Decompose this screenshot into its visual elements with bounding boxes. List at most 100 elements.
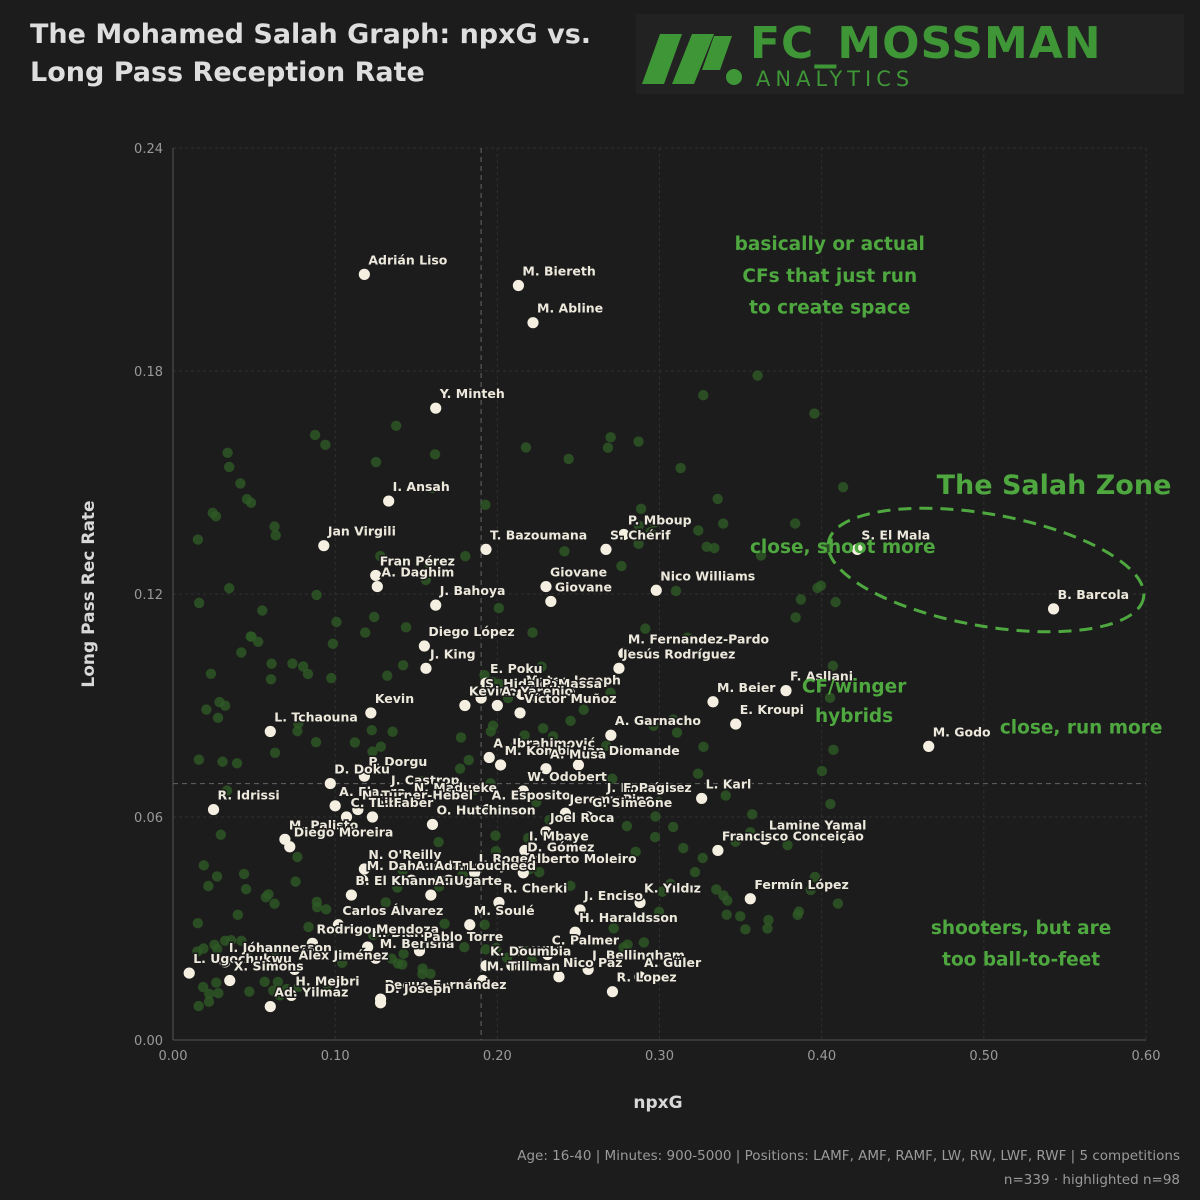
highlighted-point [491, 699, 503, 712]
point-label: Víctor Muñoz [524, 691, 617, 706]
background-point [215, 829, 227, 840]
x-tick-label: 0.10 [321, 1049, 350, 1064]
point-label: Jan Virgili [327, 524, 396, 539]
highlighted-point [618, 647, 630, 660]
background-point [537, 723, 549, 734]
background-point [214, 696, 225, 708]
background-point [242, 946, 253, 957]
point-label: Ad. Yilmaz [274, 985, 348, 1000]
background-point [270, 944, 281, 956]
background-point [259, 976, 270, 987]
point-label: K. Doumbia [490, 944, 571, 959]
y-tick-label: 0.00 [134, 1034, 163, 1049]
y-tick-label: 0.12 [134, 588, 163, 603]
point-label: K. Yıldız [644, 880, 701, 895]
salah-zone-ellipse [826, 506, 1146, 634]
background-point [224, 583, 235, 594]
point-label: Nico Williams [660, 568, 755, 583]
highlighted-point [219, 956, 231, 968]
highlighted-point [318, 540, 330, 552]
background-point [269, 898, 280, 909]
point-labels: Adrián Liso M. Biereth M. Abline Y. Minteh I… [192, 251, 1131, 1001]
background-point [193, 597, 205, 609]
point-label: Lamine Yamal [769, 817, 867, 832]
background-point [326, 672, 337, 684]
background-point [392, 958, 404, 969]
point-label: I. Ansah [393, 479, 450, 494]
highlighted-point [477, 974, 489, 987]
background-point [303, 921, 314, 933]
point-label: S. Hidalgo [485, 676, 557, 691]
point-label: Diego López [428, 624, 514, 639]
background-point [193, 1000, 204, 1012]
background-point [490, 830, 501, 841]
highlighted-point [425, 889, 437, 901]
chart-title: The Mohamed Salah Graph: npxG vs. Long P… [30, 16, 630, 92]
background-point [429, 449, 441, 460]
background-point [460, 551, 471, 562]
annotation-text: too ball-to-feet [942, 950, 1100, 971]
background-point [420, 574, 432, 586]
point-label: O. Hutchinson [436, 802, 535, 817]
point-label: C. Taibi [351, 795, 402, 810]
highlighted-point [352, 803, 364, 816]
background-point [211, 977, 222, 988]
point-label: Fermín López [754, 877, 849, 892]
highlighted-point [358, 268, 370, 280]
background-point [417, 963, 428, 974]
point-label: Francisco Conceição [722, 828, 864, 843]
point-label: Rodrigo Mendoza [316, 921, 439, 936]
background-point [387, 726, 398, 737]
background-point [519, 730, 530, 741]
point-label: M. Tillman [487, 959, 560, 974]
background-point [459, 942, 470, 953]
background-point [487, 720, 499, 731]
background-point [671, 727, 683, 738]
point-label: M. Beier [717, 680, 776, 695]
point-label: Adrián Liso [368, 252, 447, 267]
point-label: I. Mbaye [529, 828, 589, 843]
background-point [605, 432, 616, 443]
highlighted-point [482, 803, 494, 816]
highlighted-point [366, 811, 379, 823]
background-point [203, 996, 215, 1007]
highlighted-point [517, 785, 529, 797]
background-point [322, 979, 333, 990]
background-point [792, 909, 803, 921]
point-label: M. Soulé [474, 903, 535, 918]
point-label: A. Yarenjo [501, 684, 573, 699]
background-point [645, 526, 656, 538]
point-label: M. Palisto [289, 817, 359, 832]
y-tick-label: 0.06 [134, 811, 163, 826]
highlighted-point [559, 807, 572, 819]
background-point [375, 550, 386, 562]
background-point [678, 842, 689, 854]
point-label: N. O'Reilly [368, 847, 441, 862]
highlighted-point [405, 874, 417, 886]
background-point [602, 442, 614, 453]
background-point [543, 686, 555, 698]
point-label: Kevino Moreira [469, 684, 576, 699]
highlighted-point [744, 893, 756, 905]
highlighted-point [506, 960, 518, 972]
point-label: Joel Roca [549, 810, 614, 825]
background-point [692, 768, 704, 779]
background-point [276, 988, 287, 999]
background-point [633, 538, 644, 550]
background-point [397, 865, 408, 876]
highlighted-point [572, 759, 585, 771]
background-point [657, 886, 668, 897]
background-point [427, 482, 438, 494]
point-label: Mateo Joseph [526, 672, 621, 687]
background-point [221, 785, 233, 796]
point-label: R. Idrissi [218, 788, 280, 803]
background-point [443, 778, 454, 789]
background-point [270, 530, 281, 541]
background-point [534, 867, 545, 878]
highlighted-point [480, 543, 492, 556]
background-point [809, 408, 820, 419]
point-label: L. Ugochukwu [193, 951, 292, 966]
highlighted-point [420, 662, 432, 674]
highlighted-point [459, 699, 471, 712]
logo-name: FC_MOSSMAN [750, 18, 1102, 69]
